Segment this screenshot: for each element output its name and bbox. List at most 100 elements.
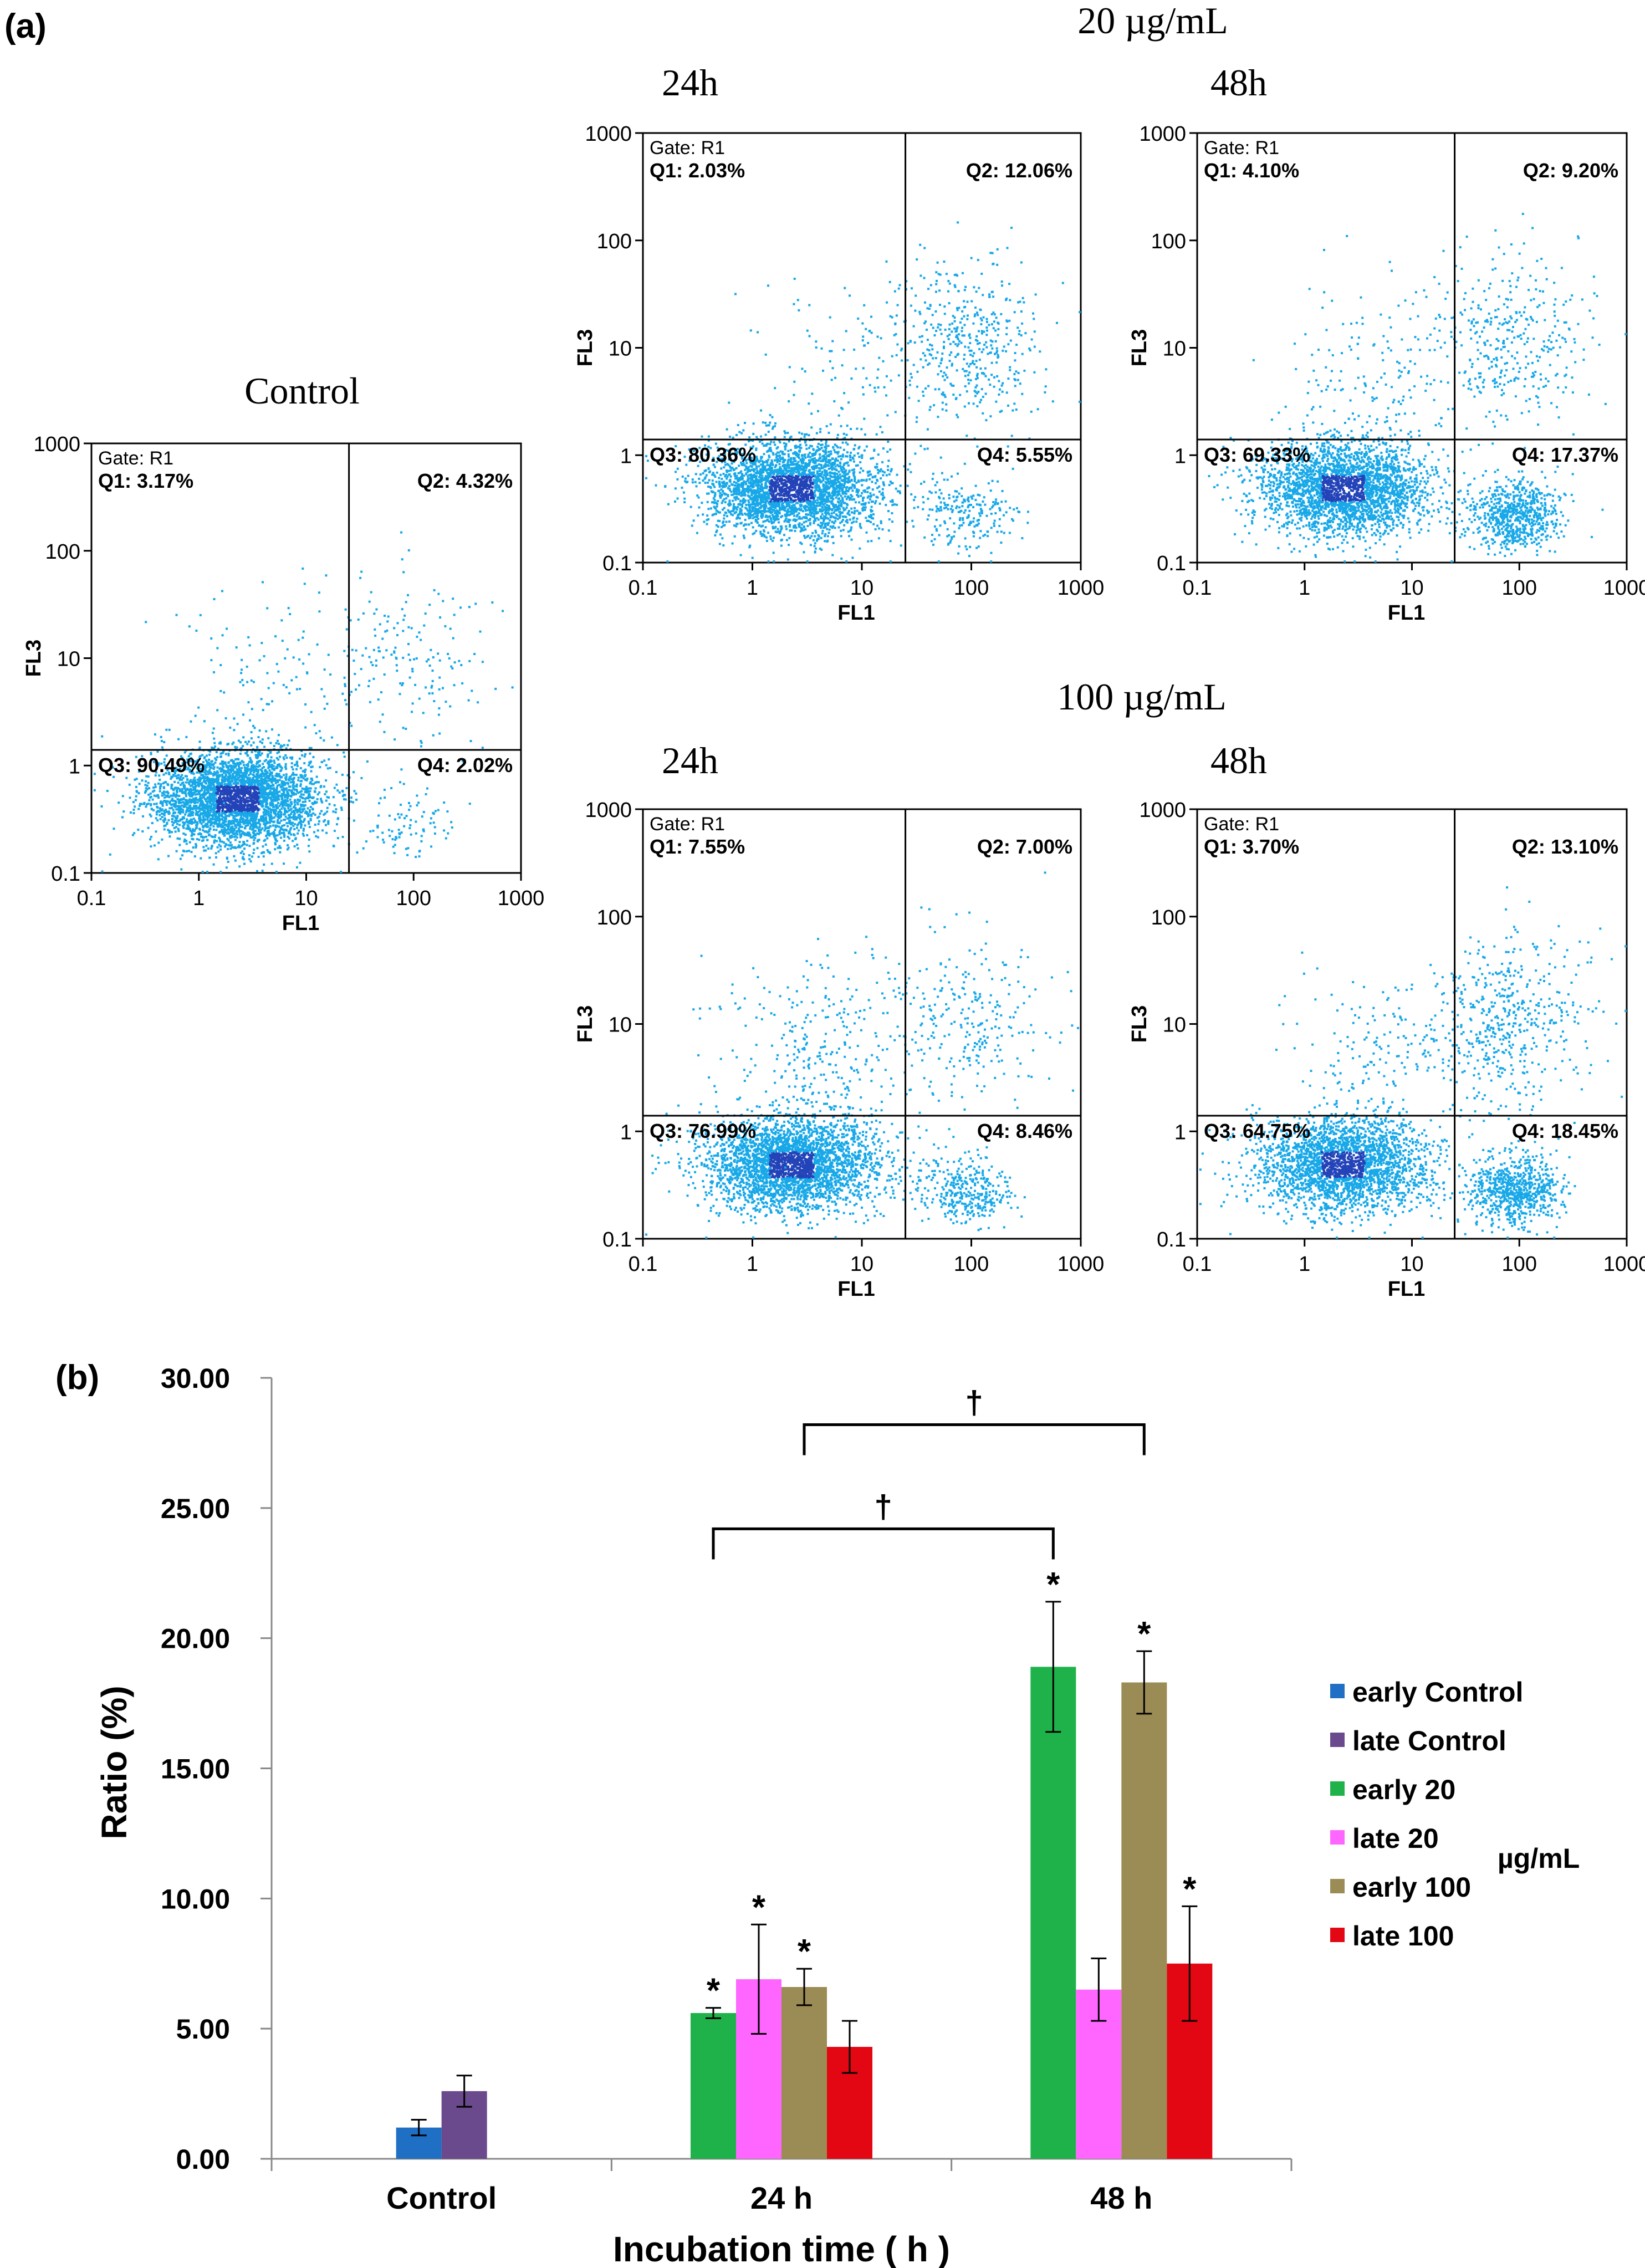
- event-dot: [308, 794, 310, 796]
- event-dot: [199, 796, 201, 799]
- event-dot: [390, 787, 392, 789]
- event-dot: [787, 450, 789, 452]
- event-dot: [278, 743, 280, 745]
- event-dot: [239, 753, 242, 755]
- event-dot: [135, 795, 137, 798]
- event-dot: [210, 814, 212, 816]
- event-dot: [722, 520, 724, 523]
- event-dot: [287, 849, 289, 851]
- event-dot: [278, 773, 280, 775]
- event-dot: [262, 794, 264, 796]
- event-dot: [320, 737, 322, 739]
- event-dot: [416, 804, 418, 806]
- event-dot: [263, 655, 265, 657]
- event-dot: [258, 821, 260, 823]
- event-dot: [231, 795, 233, 798]
- event-dot: [185, 820, 187, 823]
- event-dot: [421, 742, 423, 744]
- event-dot: [295, 762, 298, 764]
- event-dot: [470, 740, 472, 742]
- event-dot: [287, 782, 289, 784]
- event-dot: [288, 814, 290, 816]
- event-dot: [274, 775, 277, 777]
- event-dot: [162, 805, 164, 807]
- event-dot: [240, 672, 242, 674]
- event-dot: [846, 425, 849, 427]
- event-dot: [876, 479, 878, 482]
- event-dot: [240, 782, 242, 784]
- event-dot: [264, 827, 267, 830]
- event-dot: [447, 653, 449, 655]
- event-dot: [825, 445, 827, 447]
- event-dot: [217, 786, 219, 788]
- event-dot: [243, 795, 245, 797]
- event-dot: [213, 768, 215, 770]
- event-dot: [252, 802, 254, 804]
- event-dot: [273, 745, 275, 747]
- event-dot: [255, 769, 257, 772]
- event-dot: [354, 790, 356, 792]
- event-dot: [161, 816, 164, 818]
- event-dot: [173, 789, 175, 791]
- event-dot: [247, 754, 249, 757]
- event-dot: [146, 803, 148, 805]
- event-dot: [310, 711, 313, 713]
- event-dot: [252, 826, 254, 829]
- event-dot: [270, 756, 273, 758]
- event-dot: [191, 851, 193, 853]
- event-dot: [244, 783, 246, 785]
- event-dot: [182, 811, 184, 814]
- event-dot: [236, 646, 238, 648]
- event-dot: [849, 459, 851, 461]
- event-dot: [263, 840, 265, 842]
- event-dot: [207, 796, 210, 799]
- event-dot: [252, 773, 254, 775]
- event-dot: [189, 806, 191, 808]
- event-dot: [146, 785, 149, 787]
- event-dot: [327, 767, 329, 769]
- event-dot: [809, 456, 811, 458]
- event-dot: [468, 699, 470, 702]
- event-dot: [270, 811, 272, 814]
- event-dot: [394, 839, 396, 841]
- event-dot: [244, 769, 246, 772]
- event-dot: [384, 673, 386, 676]
- event-dot: [313, 831, 315, 833]
- event-dot: [253, 849, 255, 851]
- event-dot: [273, 762, 275, 764]
- event-dot: [210, 637, 212, 640]
- event-dot: [273, 810, 275, 813]
- event-dot: [280, 837, 282, 839]
- event-dot: [259, 826, 261, 828]
- event-dot: [154, 783, 156, 785]
- event-dot: [262, 845, 264, 847]
- event-dot: [224, 773, 227, 775]
- event-dot: [316, 781, 318, 783]
- event-dot: [258, 828, 260, 830]
- event-dot: [237, 769, 239, 771]
- event-dot: [774, 459, 776, 462]
- event-dot: [216, 756, 218, 758]
- event-dot: [319, 730, 321, 732]
- event-dot: [254, 792, 257, 794]
- event-dot: [135, 786, 137, 788]
- event-dot: [252, 786, 254, 788]
- event-dot: [437, 593, 440, 595]
- event-dot: [286, 790, 288, 793]
- event-dot: [262, 763, 264, 765]
- event-dot: [706, 523, 708, 525]
- event-dot: [195, 824, 197, 826]
- event-dot: [237, 762, 239, 764]
- event-dot: [258, 760, 260, 763]
- event-dot: [161, 740, 163, 742]
- event-dot: [259, 729, 261, 732]
- event-dot: [801, 523, 803, 525]
- event-dot: [221, 779, 223, 781]
- event-dot: [161, 839, 163, 841]
- event-dot: [270, 809, 272, 811]
- event-dot: [283, 819, 285, 821]
- event-dot: [482, 747, 484, 749]
- event-dot: [360, 668, 362, 670]
- event-dot: [279, 779, 281, 781]
- event-dot: [356, 851, 359, 854]
